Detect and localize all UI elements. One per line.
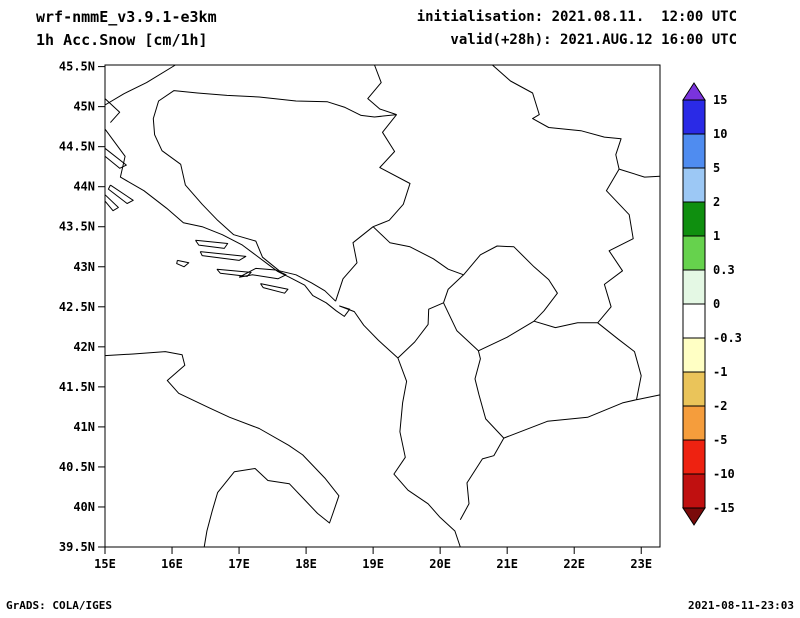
outline-serbia-bulgaria-border: [597, 168, 634, 324]
x-tick-label: 22E: [563, 557, 585, 571]
map-frame: [104, 64, 661, 548]
colorbar-arrow-bottom: [682, 507, 706, 526]
outline-croatia-bih-coastal-strip: [279, 270, 336, 302]
product-title: 1h Acc.Snow [cm/1h]: [36, 31, 208, 49]
colorbar-tick-label: 0: [713, 297, 720, 311]
colorbar-segment: [682, 303, 706, 339]
outline-italy-coast: [104, 351, 340, 548]
colorbar-tick-label: 2: [713, 195, 720, 209]
valid-time-label: valid(+28h): 2021.AUG.12 16:00 UTC: [450, 32, 737, 48]
colorbar-tick-label: -10: [713, 467, 735, 481]
y-tick-label: 43.5N: [59, 220, 95, 234]
colorbar-tick-label: 1: [713, 229, 720, 243]
outline-slovenia-croatia-border: [104, 64, 176, 106]
colorbar-tick-label: -1: [713, 365, 727, 379]
outline-albania-greece-border: [459, 437, 505, 521]
y-tick-label: 39.5N: [59, 540, 95, 554]
outline-croatia-serbia-border: [367, 64, 397, 116]
model-title: wrf-nmmE_v3.9.1-e3km: [36, 8, 217, 26]
outline-macedonia-greece-border: [503, 399, 637, 439]
outline-danube-romania-bulgaria: [618, 168, 661, 178]
colorbar-segment: [682, 371, 706, 407]
outline-island-mljet: [260, 283, 289, 294]
init-time-label: initialisation: 2021.08.11. 12:00 UTC: [416, 9, 737, 25]
y-tick-label: 44.5N: [59, 140, 95, 154]
x-tick-label: 18E: [295, 557, 317, 571]
y-tick-label: 43N: [73, 260, 95, 274]
colorbar-segment: [682, 167, 706, 203]
colorbar-tick-label: -5: [713, 433, 727, 447]
outline-albania-macedonia-border: [474, 350, 505, 439]
header-left: wrf-nmmE_v3.9.1-e3km 1h Acc.Snow [cm/1h]: [36, 6, 217, 52]
colorbar-arrow-top: [682, 82, 706, 101]
outline-bosnia-montenegro-border: [335, 226, 374, 302]
y-tick-label: 41.5N: [59, 380, 95, 394]
x-tick-label: 15E: [94, 557, 116, 571]
outline-montenegro-kosovo-border: [443, 274, 464, 303]
outline-peljesac-peninsula: [238, 267, 287, 280]
colorbar-segment: [682, 337, 706, 373]
outline-kosovo-albania-border: [443, 302, 479, 352]
outline-kvarner-coast: [104, 98, 121, 123]
y-tick-label: 40N: [73, 500, 95, 514]
colorbar-segment: [682, 269, 706, 305]
outline-island-brac: [195, 239, 229, 249]
colorbar-tick-label: 5: [713, 161, 720, 175]
outline-macedonia-bulgaria-border: [597, 322, 642, 400]
creation-timestamp: 2021-08-11-23:03: [688, 599, 794, 612]
y-tick-label: 41N: [73, 420, 95, 434]
x-tick-label: 19E: [362, 557, 384, 571]
x-tick-label: 16E: [161, 557, 183, 571]
outline-kosovo-serbia-border: [463, 245, 558, 322]
outline-serbia-macedonia-border: [533, 320, 598, 329]
x-tick-label: 21E: [496, 557, 518, 571]
outline-bosnia-croatia-border: [152, 90, 397, 272]
colorbar-segment: [682, 473, 706, 509]
colorbar-segment: [682, 201, 706, 237]
header-right: initialisation: 2021.08.11. 12:00 UTC va…: [417, 6, 737, 52]
colorbar-tick-label: 0.3: [713, 263, 735, 277]
outline-kosovo-macedonia-border: [478, 320, 535, 352]
colorbar-tick-label: -2: [713, 399, 727, 413]
y-tick-label: 45.5N: [59, 60, 95, 74]
outline-montenegro-serbia-border: [372, 226, 464, 276]
outline-serbia-romania-border: [492, 64, 622, 170]
grads-credit: GrADS: COLA/IGES: [6, 599, 112, 612]
outline-greece-bulgaria-border: [636, 394, 661, 401]
outline-island-vis: [176, 259, 190, 268]
outline-bosnia-serbia-border: [372, 114, 411, 228]
colorbar-segment: [682, 133, 706, 169]
outline-montenegro-albania-border: [397, 302, 444, 359]
y-tick-label: 44N: [73, 180, 95, 194]
outline-adriatic-east-coast: [104, 128, 461, 548]
colorbar-segment: [682, 99, 706, 135]
colorbar-tick-label: 15: [713, 93, 727, 107]
outline-island-dugi-otok: [104, 194, 119, 212]
x-tick-label: 20E: [429, 557, 451, 571]
y-tick-label: 45N: [73, 100, 95, 114]
colorbar-segment: [682, 405, 706, 441]
colorbar-segment: [682, 235, 706, 271]
colorbar-tick-label: -0.3: [713, 331, 742, 345]
colorbar-tick-label: -15: [713, 501, 735, 515]
colorbar-tick-label: 10: [713, 127, 727, 141]
y-tick-label: 42N: [73, 340, 95, 354]
x-tick-label: 17E: [228, 557, 250, 571]
y-tick-label: 42.5N: [59, 300, 95, 314]
outline-island-pag: [104, 147, 127, 169]
outline-island-hvar: [199, 251, 247, 261]
colorbar-segment: [682, 439, 706, 475]
outline-island-zadar-chain: [107, 184, 134, 204]
y-tick-label: 40.5N: [59, 460, 95, 474]
x-tick-label: 23E: [630, 557, 652, 571]
outline-island-korcula: [216, 268, 252, 277]
